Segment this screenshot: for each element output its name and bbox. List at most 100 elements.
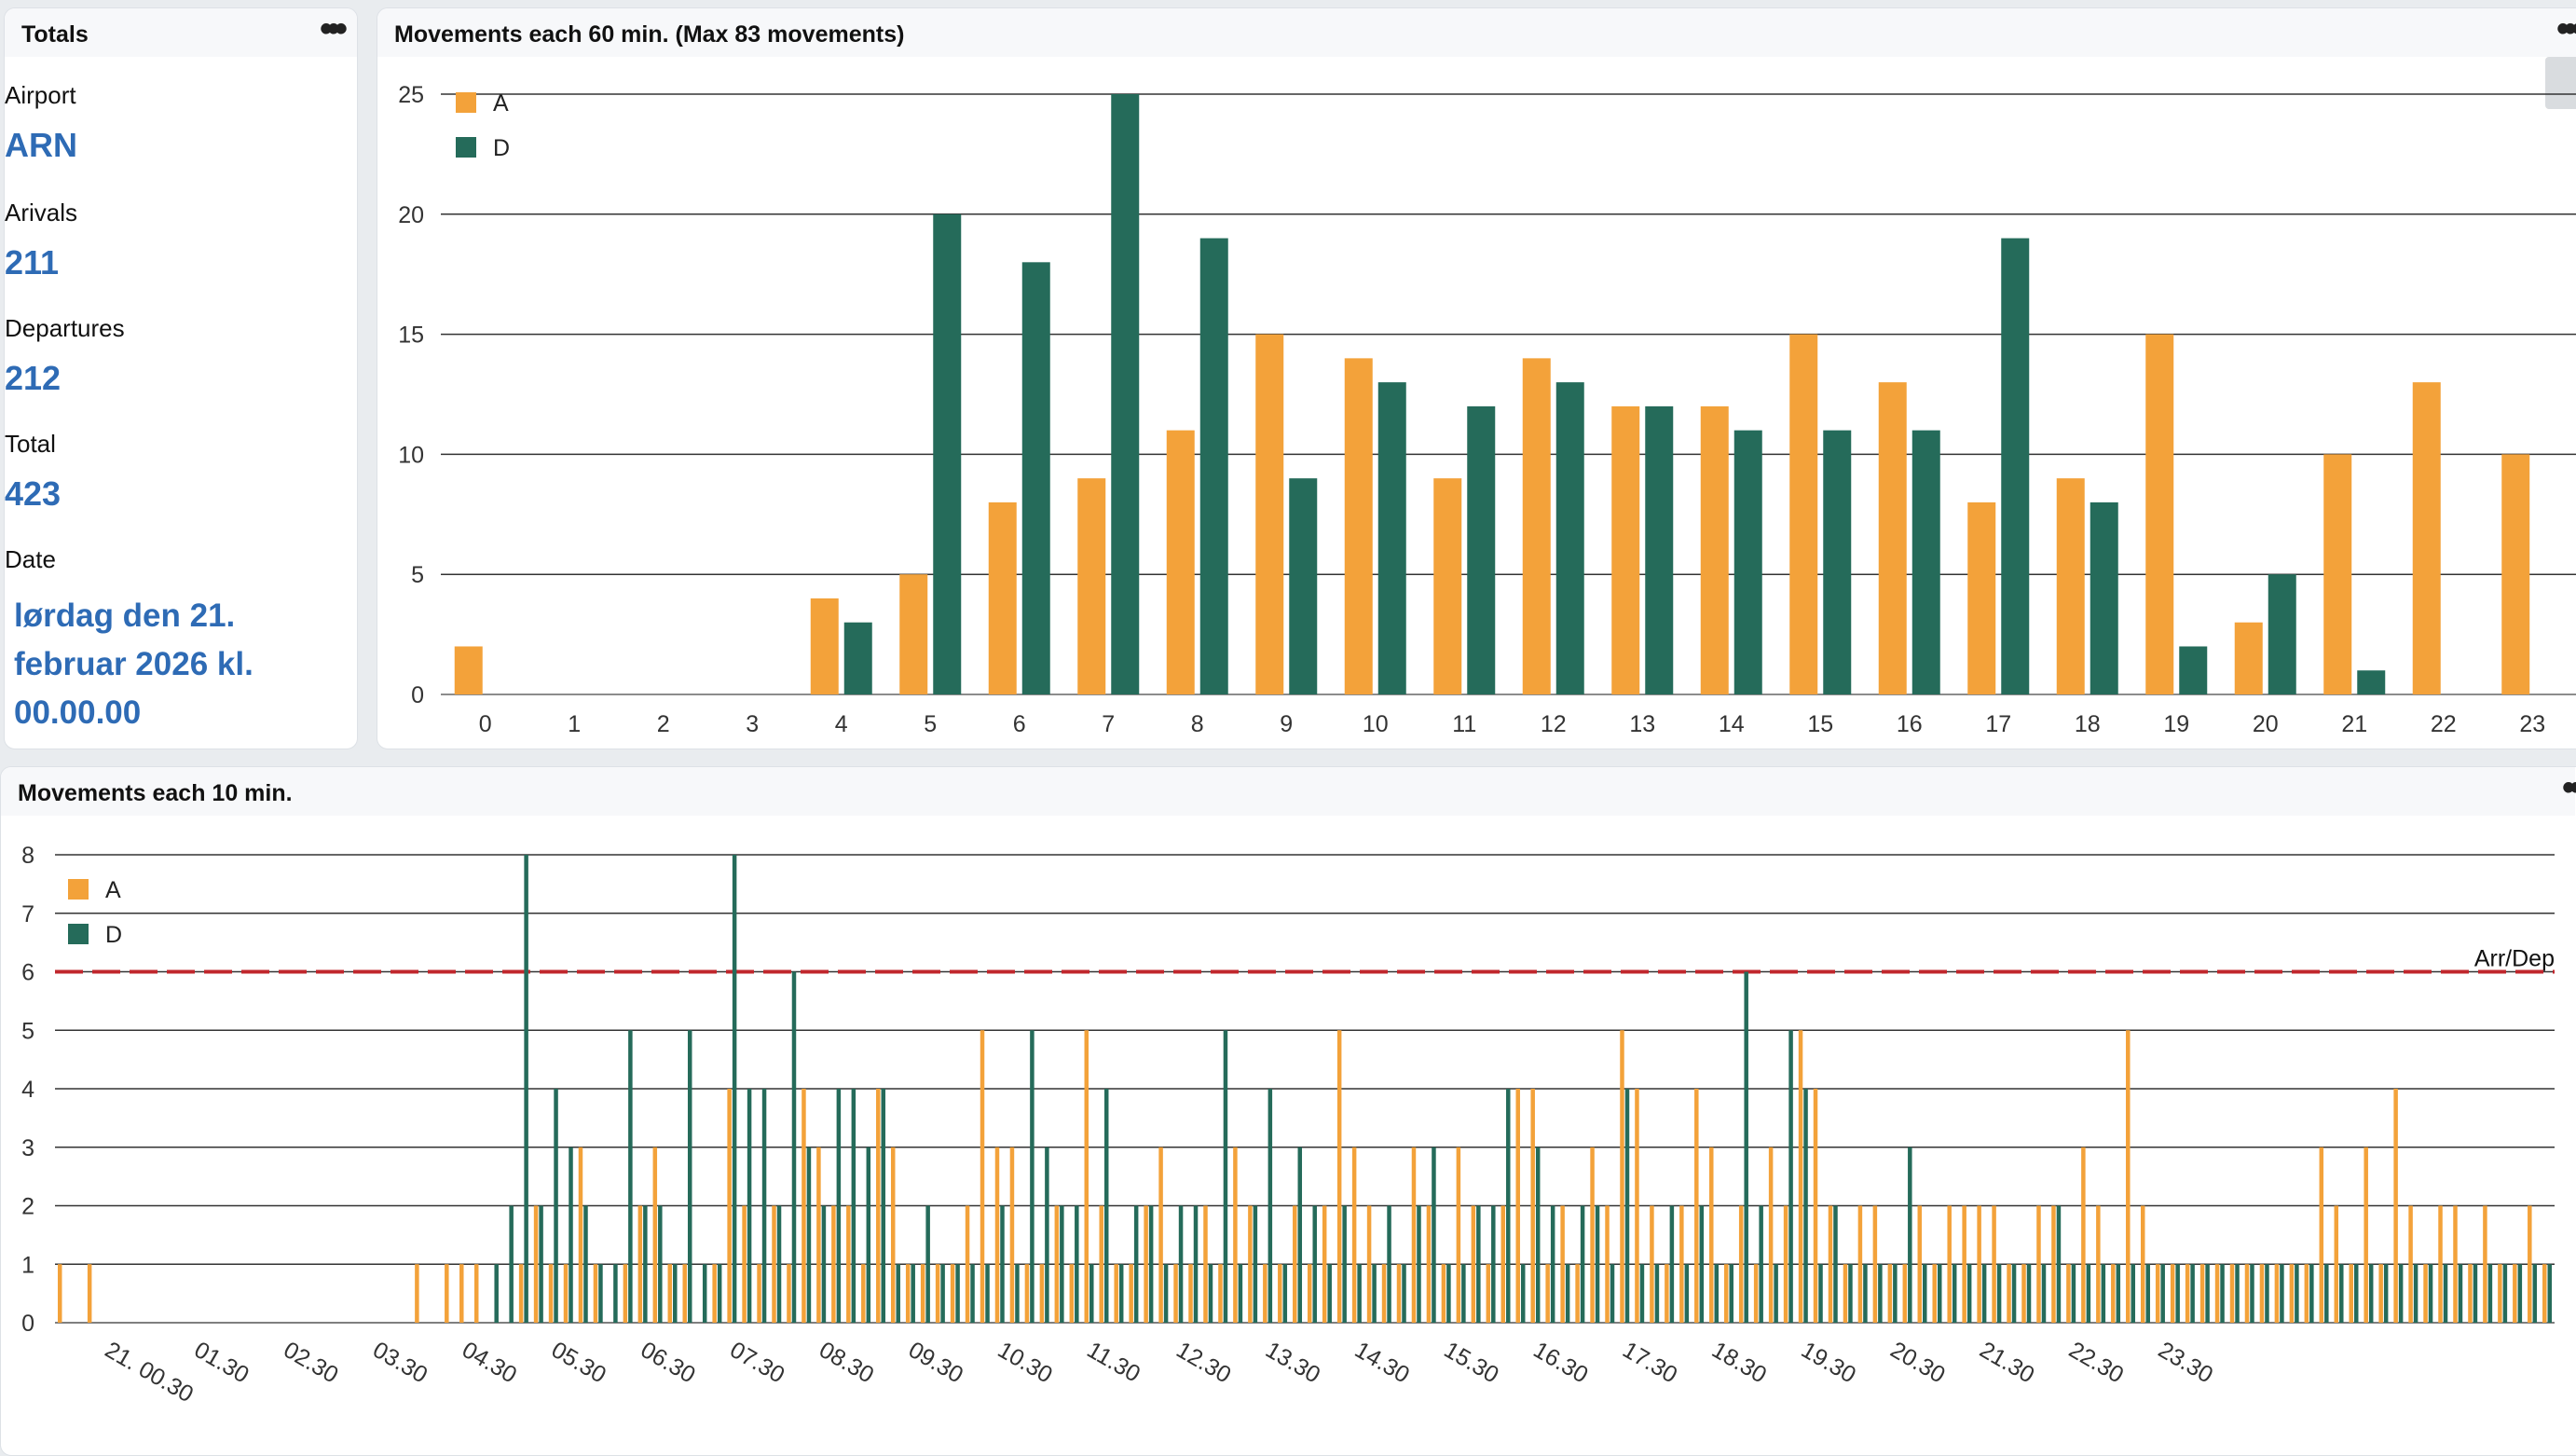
bar-D — [2026, 1264, 2032, 1323]
bar-A — [994, 1147, 1000, 1323]
bar-A — [935, 1264, 940, 1323]
bar-A — [1878, 382, 1907, 694]
x-tick-label: 21 — [2341, 711, 2367, 737]
bar-D — [2295, 1264, 2299, 1323]
bar-D — [2235, 1264, 2240, 1323]
bar-D — [1402, 1264, 1406, 1323]
bar-D — [1996, 1264, 2002, 1323]
bar-D — [1833, 1205, 1838, 1323]
x-tick-label: 12.30 — [1172, 1337, 1235, 1389]
bar-D — [673, 1264, 678, 1323]
chart-options-button[interactable] — [2545, 57, 2576, 109]
bar-A — [1084, 1030, 1089, 1323]
bar-D — [554, 1089, 558, 1323]
bar-D — [843, 622, 872, 694]
bar-A — [2319, 1147, 2324, 1323]
bar-D — [2116, 1264, 2121, 1323]
bar-D — [2357, 670, 2386, 694]
bar-D — [2502, 1264, 2508, 1323]
bar-A — [637, 1205, 643, 1323]
bar-D — [2324, 1264, 2329, 1323]
bar-A — [473, 1264, 479, 1323]
bar-A — [2234, 622, 2263, 694]
hourly-panel: Movements each 60 min. (Max 83 movements… — [377, 7, 2576, 749]
bar-A — [1932, 1264, 1937, 1323]
bar-A — [2126, 1030, 2131, 1323]
x-tick-label: 15.30 — [1440, 1337, 1503, 1389]
bar-A — [533, 1205, 539, 1323]
x-tick-label: 5 — [924, 711, 937, 737]
bar-D — [2190, 1264, 2195, 1323]
bar-A — [1857, 1205, 1863, 1323]
legend-swatch — [68, 924, 89, 944]
bar-A — [2453, 1205, 2458, 1323]
bar-D — [2205, 1264, 2210, 1323]
bar-D — [925, 1205, 930, 1323]
bar-D — [2145, 1264, 2150, 1323]
bar-D — [1000, 1205, 1005, 1323]
arrivals-label: Arivals — [5, 199, 78, 227]
bar-A — [2229, 1264, 2235, 1323]
bar-D — [1238, 1264, 1243, 1323]
bar-A — [816, 1147, 821, 1323]
bar-A — [2036, 1205, 2041, 1323]
bar-A — [2081, 1147, 2086, 1323]
bar-D — [1923, 1264, 1927, 1323]
bar-A — [1351, 1147, 1357, 1323]
bar-D — [1089, 1264, 1094, 1323]
ten-min-menu-icon[interactable]: ••• — [2561, 767, 2576, 808]
totals-menu-icon[interactable]: ••• — [319, 8, 348, 49]
bar-D — [1624, 1089, 1630, 1323]
bar-D — [1744, 971, 1748, 1323]
bar-A — [1166, 430, 1195, 694]
bar-A — [1635, 1089, 1639, 1323]
bar-D — [1981, 1264, 1987, 1323]
x-tick-label: 14 — [1719, 711, 1745, 737]
bar-D — [1550, 1205, 1555, 1323]
hourly-menu-icon[interactable]: ••• — [2555, 8, 2576, 49]
x-tick-label: 9 — [1280, 711, 1293, 737]
bar-A — [652, 1147, 658, 1323]
bar-D — [1729, 1264, 1733, 1323]
bar-A — [1129, 1264, 1133, 1323]
legend-swatch — [68, 879, 89, 900]
bar-A — [1545, 1264, 1550, 1323]
departures-value: 212 — [5, 359, 62, 397]
bar-D — [2309, 1264, 2314, 1323]
bar-D — [1193, 1205, 1199, 1323]
bar-D — [1714, 1264, 1720, 1323]
x-tick-label: 21. 00.30 — [101, 1337, 198, 1408]
bar-D — [1595, 1205, 1600, 1323]
bar-D — [1133, 1205, 1139, 1323]
bar-D — [1148, 1205, 1154, 1323]
bar-D — [1937, 1264, 1942, 1323]
bar-A — [1248, 1205, 1253, 1323]
bar-D — [1208, 1264, 1213, 1323]
bar-A — [459, 1264, 464, 1323]
x-tick-label: 23.30 — [2154, 1337, 2217, 1389]
bar-D — [2458, 1264, 2463, 1323]
y-tick-label: 0 — [21, 1311, 34, 1337]
bar-D — [613, 1264, 618, 1323]
x-tick-label: 1 — [568, 711, 581, 737]
bar-D — [1555, 382, 1584, 694]
bar-A — [1009, 1147, 1015, 1323]
bar-D — [1952, 1264, 1957, 1323]
bar-D — [1878, 1264, 1883, 1323]
totals-panel: Totals ••• Airport ARN Arivals 211 Depar… — [4, 7, 358, 749]
x-tick-label: 12 — [1541, 711, 1567, 737]
y-tick-label: 15 — [398, 323, 424, 349]
bar-A — [890, 1147, 896, 1323]
bar-A — [2007, 1264, 2011, 1323]
bar-A — [1590, 1147, 1595, 1323]
bar-A — [1738, 1205, 1744, 1323]
bar-A — [1381, 1264, 1387, 1323]
bar-D — [985, 1264, 990, 1323]
bar-D — [1823, 430, 1852, 694]
bar-A — [2498, 1264, 2502, 1323]
bar-D — [761, 1089, 767, 1323]
airport-label: Airport — [5, 81, 76, 109]
bar-D — [1803, 1089, 1808, 1323]
bar-A — [2408, 1205, 2413, 1323]
